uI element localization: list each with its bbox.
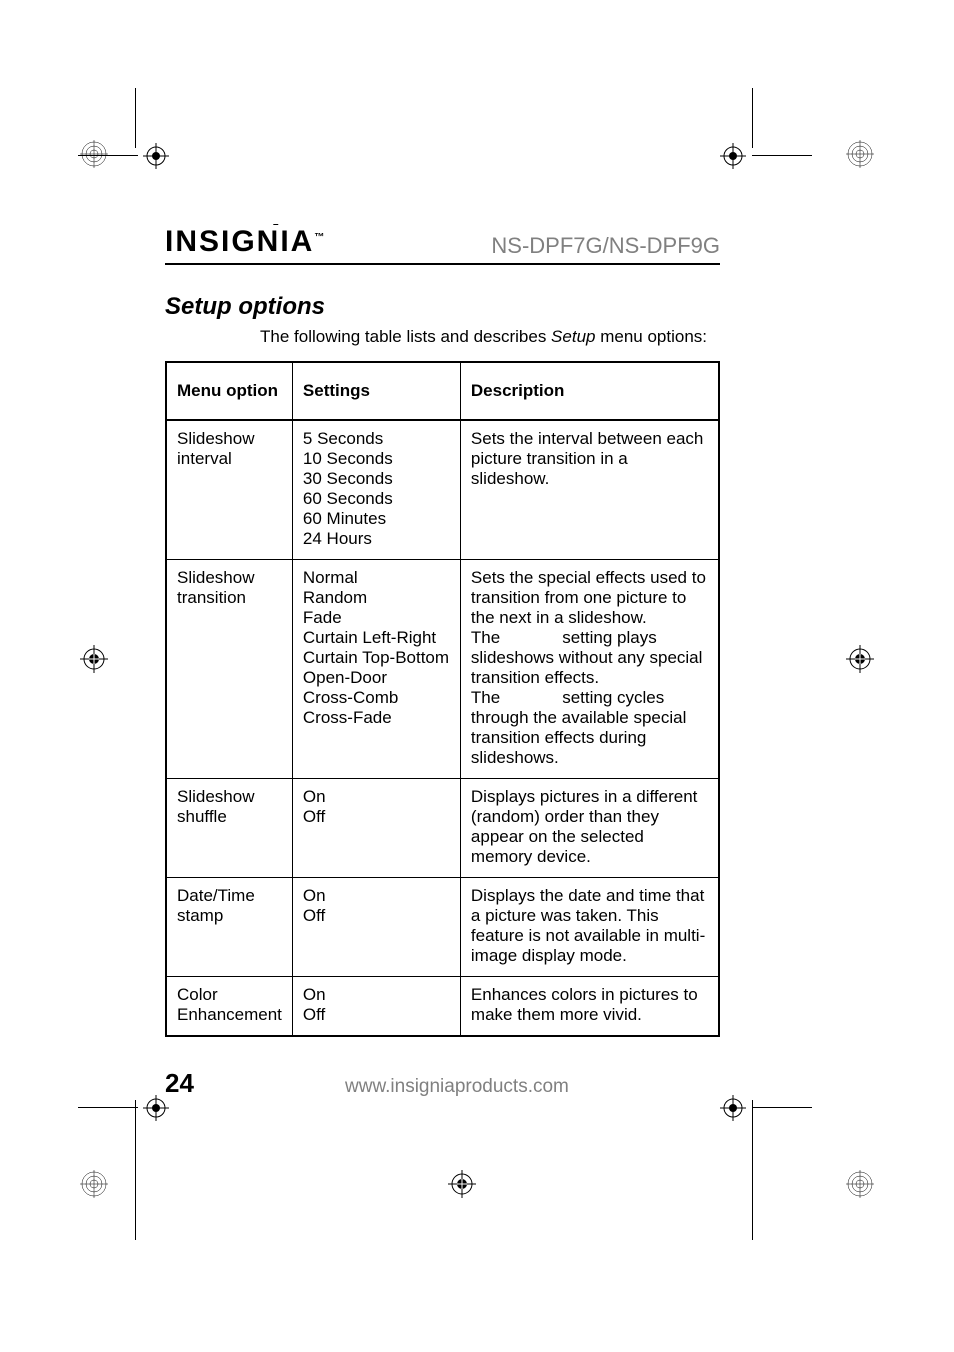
reg-mark-icon (846, 645, 874, 673)
trademark-icon: ™ (314, 232, 324, 243)
table-header-row: Menu option Settings Description (166, 362, 719, 420)
crop-mark-icon (752, 155, 812, 156)
cell-description: Sets the interval between each picture t… (460, 420, 719, 560)
reg-mark-icon (80, 645, 108, 673)
cell-option: Date/Time stamp (166, 878, 292, 977)
setting-value: On (303, 985, 450, 1005)
brand-logo-text: INSIGNIA (165, 225, 314, 258)
cell-option: Slideshow interval (166, 420, 292, 560)
setting-value: Off (303, 807, 450, 827)
crop-mark-icon (135, 88, 136, 148)
crop-target-icon (720, 143, 746, 169)
table-row: Slideshow interval 5 Seconds 10 Seconds … (166, 420, 719, 560)
cell-option: Slideshow transition (166, 560, 292, 779)
section-title: Setup options (165, 293, 720, 321)
header-rule (165, 263, 720, 265)
reg-mark-icon (80, 1170, 108, 1198)
crop-mark-icon (752, 1100, 753, 1240)
table-row: Slideshow transition Normal Random Fade … (166, 560, 719, 779)
crop-target-icon (143, 143, 169, 169)
reg-mark-icon (80, 140, 108, 168)
reg-mark-icon (448, 1170, 476, 1198)
setting-value: Cross-Fade (303, 708, 450, 728)
intro-prefix: The following table lists and describes (260, 327, 551, 346)
cell-settings: 5 Seconds 10 Seconds 30 Seconds 60 Secon… (292, 420, 460, 560)
cell-settings: Normal Random Fade Curtain Left-Right Cu… (292, 560, 460, 779)
setting-value: Open-Door (303, 668, 450, 688)
page-number: 24 (165, 1068, 194, 1099)
col-header-option: Menu option (166, 362, 292, 420)
cell-option: Color Enhancement (166, 977, 292, 1037)
reg-mark-icon (846, 140, 874, 168)
desc-part: Sets the special effects used to transit… (471, 568, 706, 627)
desc-part: The (471, 628, 500, 647)
cell-settings: On Off (292, 977, 460, 1037)
cell-description: Displays the date and time that a pictur… (460, 878, 719, 977)
desc-part: setting cycles through the available spe… (471, 688, 686, 767)
footer-url: www.insigniaproducts.com (194, 1076, 720, 1098)
setting-value: 30 Seconds (303, 469, 450, 489)
crop-mark-icon (78, 155, 138, 156)
intro-italic: Setup (551, 327, 595, 346)
crop-mark-icon (752, 88, 753, 148)
setting-value: Cross-Comb (303, 688, 450, 708)
setting-value: Random (303, 588, 450, 608)
desc-part: setting plays slideshows without any spe… (471, 628, 703, 687)
logo-accent-icon: – (273, 219, 281, 230)
intro-suffix: menu options: (595, 327, 707, 346)
setting-value: 60 Minutes (303, 509, 450, 529)
crop-target-icon (720, 1095, 746, 1121)
intro-text: The following table lists and describes … (260, 327, 720, 347)
setting-value: Curtain Top-Bottom (303, 648, 450, 668)
model-number: NS-DPF7G/NS-DPF9G (491, 233, 720, 259)
brand-logo: INSIGNIA™ – (165, 225, 328, 259)
cell-option: Slideshow shuffle (166, 779, 292, 878)
page-footer: 24 www.insigniaproducts.com (165, 1068, 720, 1099)
setting-value: Off (303, 906, 450, 926)
table-row: Color Enhancement On Off Enhances colors… (166, 977, 719, 1037)
cell-description: Displays pictures in a different (random… (460, 779, 719, 878)
reg-mark-icon (846, 1170, 874, 1198)
setting-value: 10 Seconds (303, 449, 450, 469)
content-area: INSIGNIA™ – NS-DPF7G/NS-DPF9G Setup opti… (165, 225, 720, 1037)
cell-description: Sets the special effects used to transit… (460, 560, 719, 779)
setting-value: On (303, 787, 450, 807)
cell-settings: On Off (292, 878, 460, 977)
col-header-description: Description (460, 362, 719, 420)
setting-value: Curtain Left-Right (303, 628, 450, 648)
setting-value: 60 Seconds (303, 489, 450, 509)
cell-settings: On Off (292, 779, 460, 878)
setting-value: On (303, 886, 450, 906)
crop-mark-icon (78, 1107, 138, 1108)
cell-description: Enhances colors in pictures to make them… (460, 977, 719, 1037)
setting-value: Fade (303, 608, 450, 628)
page: INSIGNIA™ – NS-DPF7G/NS-DPF9G Setup opti… (0, 0, 954, 1352)
setting-value: Normal (303, 568, 450, 588)
page-header: INSIGNIA™ – NS-DPF7G/NS-DPF9G (165, 225, 720, 259)
crop-mark-icon (135, 1100, 136, 1240)
col-header-settings: Settings (292, 362, 460, 420)
desc-part: The (471, 688, 500, 707)
table-row: Date/Time stamp On Off Displays the date… (166, 878, 719, 977)
table-row: Slideshow shuffle On Off Displays pictur… (166, 779, 719, 878)
setting-value: Off (303, 1005, 450, 1025)
setting-value: 24 Hours (303, 529, 450, 549)
setup-options-table: Menu option Settings Description Slidesh… (165, 361, 720, 1037)
crop-mark-icon (752, 1107, 812, 1108)
setting-value: 5 Seconds (303, 429, 450, 449)
